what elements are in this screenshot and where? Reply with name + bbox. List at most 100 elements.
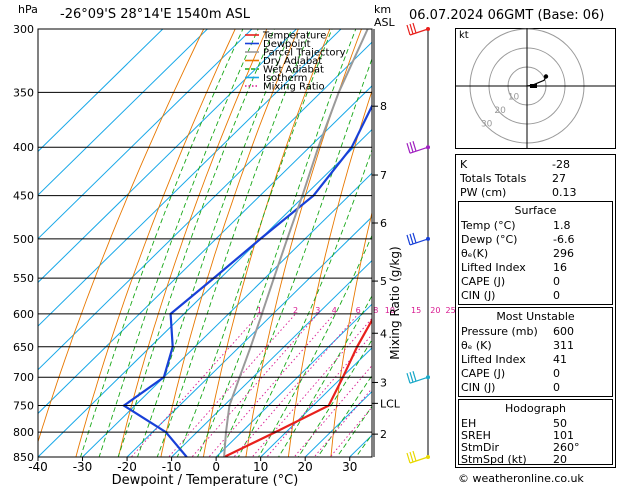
isotherm-line [126,216,372,457]
hodograph-ring-label: 10 [508,92,520,102]
wet-adiabat-line [237,148,372,457]
pressure-tick-label: 650 [13,341,34,354]
location-title: -26°09'S 28°14'E 1540m ASL [60,7,251,22]
wind-barb-feather [406,24,411,36]
hodograph-ring-label: 20 [494,106,506,116]
wind-barb [406,141,430,154]
hodograph-ring-label: 30 [481,119,493,129]
most-unstable-section: Most Unstable Pressure (mb) 600 θₑ (K) 311… [458,307,613,397]
profile-line-dewpoint [121,103,372,457]
hodograph-end-point [543,74,549,79]
wind-barb-feather [406,143,411,154]
mu-row: Pressure (mb) 600 [461,325,574,338]
surface-title: Surface [514,204,557,217]
mixing-ratio-axis-label: Mixing Ratio (g/kg) [388,246,402,359]
wind-barb-feather [412,371,417,382]
km-tick-label: 5 [380,275,387,288]
hpa-label: hPa [18,3,38,16]
pressure-tick-label: 600 [13,308,34,321]
footer-credit: © weatheronline.co.uk [458,472,584,485]
hodo-row: StmSpd (kt) 20 [461,453,567,466]
most-unstable-title: Most Unstable [496,310,575,323]
indices-panel: K -28 Totals Totals 27 PW (cm) 0.13 Surface… [455,154,616,468]
wind-barb-dot [426,145,430,150]
km-tick-label: 8 [380,100,387,113]
wet-adiabat-line [176,29,333,457]
mixing-ratio-label: 4 [332,306,337,315]
legend-entry-label: Mixing Ratio [263,82,325,93]
wet-adiabat-line [117,29,275,457]
legend-entry-label: Parcel Trajectory [263,48,346,59]
pressure-tick-label: 550 [13,272,34,285]
km-tick-label: 6 [380,217,387,230]
x-tick-label: -10 [162,460,182,474]
hodo-row: EH 50 [461,417,567,430]
pressure-tick-label: 300 [13,23,34,36]
mixing-ratio-label: 20 [430,306,440,315]
pressure-tick-label: 850 [13,451,34,464]
surface-row: Temp (°C) 1.8 [461,219,571,232]
hodograph-frame [455,28,616,149]
index-row: K -28 [460,158,570,171]
mixing-ratio-label: 15 [411,306,421,315]
pressure-tick-label: 400 [13,141,34,154]
mu-row: θₑ (K) 311 [461,339,574,352]
x-tick-label: 20 [298,460,313,474]
mu-row: Lifted Index 41 [461,353,567,366]
x-tick-label: -30 [73,460,93,474]
mixing-ratio-label: 2 [293,306,298,315]
wind-barb-dot [426,236,430,241]
isotherm-line [38,29,208,196]
wet-adiabat-line [336,405,372,457]
profile-line-parcel-trajectory [223,29,369,457]
wet-adiabat-line [257,234,372,457]
wind-barb [406,450,430,464]
wet-adiabat-line [98,29,259,457]
wind-barb-dot [426,27,430,31]
legend-entry-label: Isotherm [263,73,307,84]
hodo-row: StmDir 260° [461,441,580,454]
pressure-tick-label: 350 [13,86,34,99]
surface-row: CIN (J) 0 [461,289,560,302]
isotherm-line [82,172,372,457]
wind-barb-feather [412,22,417,34]
dry-adiabat-line [330,210,372,457]
mixing-ratio-line [208,313,335,457]
wet-adiabat-line [80,29,244,457]
x-tick-label: 0 [212,460,220,474]
wet-adiabat-line [197,29,357,457]
pressure-tick-label: 750 [13,400,34,413]
legend-entry-label: Dewpoint [263,39,311,50]
isotherm-line [38,41,372,371]
pressure-tick-label: 450 [13,190,34,203]
km-label: km [374,3,392,16]
km-tick-label: 4 [380,327,387,340]
storm-motion-marker [530,84,537,88]
wind-barb-feather [409,233,414,245]
hodograph-section: Hodograph EH 50 SREH 101 StmDir 260° StmSpd… [458,399,613,466]
wind-barb-feather [412,450,417,462]
dry-adiabat-line [287,89,372,457]
wind-barb-feather [406,373,411,384]
km-tick-label: 3 [380,376,387,389]
hodo-row: SREH 101 [461,429,574,442]
wind-barb-feather [412,141,417,152]
mixing-ratio-label: 6 [356,306,361,315]
wind-barb-feather [412,232,417,244]
mixing-ratio-line [168,313,296,457]
index-row: Totals Totals 27 [460,172,566,185]
dry-adiabat-line [117,29,268,457]
mixing-ratio-label: 1 [257,306,262,315]
wind-barb-dot [426,455,430,459]
surface-section: Surface Temp (°C) 1.8 Dewp (°C) -6.6 θₑ(K)… [458,201,613,305]
index-row: PW (cm) 0.13 [460,186,577,199]
mu-row: CAPE (J) 0 [461,367,560,380]
wet-adiabat-line [217,57,372,457]
asl-label: ASL [374,16,395,29]
surface-row: Lifted Index 16 [461,261,567,274]
wet-adiabat-line [156,29,312,457]
legend-entry-label: Wet Adiabat [263,65,324,76]
pressure-tick-label: 800 [13,426,34,439]
pressure-tick-label: 500 [13,233,34,246]
